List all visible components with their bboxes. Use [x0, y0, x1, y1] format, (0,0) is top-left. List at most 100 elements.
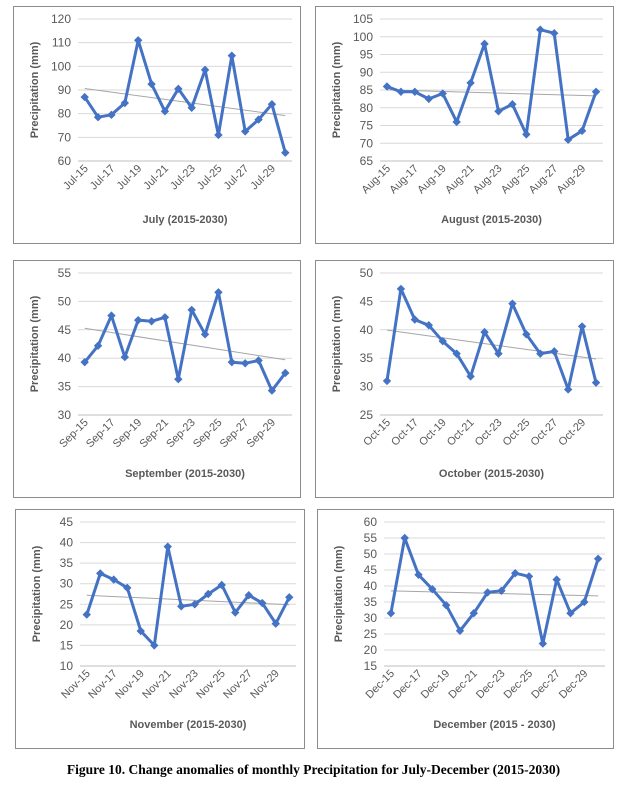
- data-point: [80, 92, 89, 102]
- x-tick-label: Sep-17: [84, 417, 118, 451]
- data-point: [563, 385, 573, 394]
- data-point: [566, 609, 575, 618]
- y-tick-label: 70: [58, 130, 72, 144]
- x-tick-label: Dec-29: [557, 668, 591, 702]
- x-tick-label: Oct-25: [501, 417, 533, 449]
- data-point: [240, 127, 250, 136]
- x-tick-label: Dec-25: [502, 668, 536, 702]
- data-point: [536, 349, 545, 358]
- chart-nov: 1015202530354045Nov-15Nov-17Nov-19Nov-21…: [31, 515, 296, 731]
- data-point: [511, 569, 520, 578]
- chart-jul: 60708090100110120Jul-15Jul-17Jul-19Jul-2…: [29, 12, 292, 226]
- data-point: [187, 103, 196, 112]
- x-tick-label: Dec-21: [446, 668, 480, 702]
- y-tick-label: 55: [58, 266, 72, 280]
- data-point: [120, 98, 130, 108]
- x-tick-label: Sep-23: [164, 417, 198, 451]
- data-point: [187, 305, 196, 315]
- y-axis-title: Precipitation (mm): [31, 545, 43, 642]
- x-tick-label: Dec-17: [391, 668, 425, 702]
- data-point: [424, 321, 433, 330]
- data-point: [552, 575, 561, 584]
- y-tick-label: 75: [360, 119, 374, 133]
- y-tick-label: 25: [364, 627, 378, 641]
- data-point: [133, 36, 143, 45]
- data-point: [382, 376, 392, 386]
- chart-panel-december: 15 20 25 30 35 40 45 50 55 60 Dec-15 Dec-17 Dec-19 De…: [317, 509, 614, 749]
- x-tick-label: Aug-29: [555, 163, 589, 197]
- data-point: [480, 327, 489, 337]
- data-point: [227, 51, 237, 60]
- data-point: [227, 357, 237, 367]
- series-line: [389, 536, 600, 646]
- y-tick-label: 95: [360, 48, 374, 62]
- data-point: [214, 130, 223, 140]
- y-tick-label: 50: [364, 547, 378, 561]
- chart-oct: 253035404550Oct-15Oct-17Oct-19Oct-21Oct-…: [331, 266, 603, 480]
- x-tick-label: Jul-25: [195, 163, 225, 193]
- y-axis-title: Precipitation (mm): [331, 295, 343, 392]
- data-point: [577, 126, 587, 136]
- y-axis-title: Precipitation (mm): [29, 295, 41, 392]
- y-tick-label: 20: [60, 618, 74, 632]
- x-tick-label: Dec-23: [474, 668, 508, 702]
- data-point: [82, 610, 91, 619]
- y-tick-label: 50: [58, 294, 72, 308]
- data-point: [200, 65, 210, 75]
- y-tick-label: 15: [60, 638, 74, 652]
- x-tick-label: Jul-21: [141, 163, 171, 193]
- data-point: [452, 349, 461, 358]
- data-point: [204, 589, 213, 599]
- x-tick-label: Nov-29: [248, 668, 282, 702]
- x-tick-label: Nov-25: [194, 668, 228, 702]
- y-axis-title: Precipitation (mm): [331, 41, 343, 138]
- data-point: [133, 315, 143, 325]
- data-point: [410, 315, 420, 324]
- y-tick-label: 120: [51, 12, 71, 26]
- series-line: [85, 545, 291, 647]
- data-point: [494, 349, 503, 358]
- x-tick-label: Sep-21: [137, 417, 171, 451]
- data-point: [494, 107, 503, 116]
- data-point: [231, 608, 240, 617]
- x-tick-label: Jul-27: [222, 163, 252, 193]
- y-tick-label: 90: [360, 65, 374, 79]
- y-tick-label: 35: [60, 556, 74, 570]
- y-tick-label: 30: [364, 611, 378, 625]
- x-tick-label: Oct-21: [445, 417, 477, 449]
- data-point: [190, 600, 199, 609]
- y-tick-label: 45: [360, 294, 374, 308]
- data-point: [200, 330, 210, 339]
- x-axis-title: December (2015 - 2030): [433, 719, 556, 731]
- x-tick-label: Aug-21: [443, 163, 477, 197]
- data-point: [524, 572, 534, 581]
- data-point: [438, 89, 447, 98]
- data-point: [577, 322, 587, 331]
- data-point: [466, 372, 475, 381]
- data-point: [160, 313, 170, 322]
- series-line: [386, 28, 598, 142]
- data-point: [281, 148, 290, 157]
- trend-line: [84, 87, 286, 117]
- x-axis-title: July (2015-2030): [143, 214, 228, 226]
- x-tick-label: Aug-19: [415, 163, 449, 197]
- data-point: [93, 341, 103, 350]
- series-line: [385, 287, 598, 391]
- chart-panel-november: 10 15 20 25 30 35 40 45 Nov-15 Nov-17 Nov-19 Nov-21…: [15, 509, 305, 749]
- y-tick-label: 45: [58, 323, 72, 337]
- y-tick-label: 30: [58, 408, 72, 422]
- y-tick-label: 10: [60, 659, 74, 673]
- data-point: [396, 284, 406, 294]
- y-tick-label: 80: [58, 107, 72, 121]
- chart-panel-july: 60 70 80 90 100 110 120 Jul-15 Jul-17 Jul-19 Jul-2…: [13, 6, 301, 244]
- x-tick-label: Aug-25: [499, 163, 533, 197]
- x-tick-label: Sep-27: [218, 417, 252, 451]
- y-tick-label: 20: [364, 643, 378, 657]
- data-point: [593, 554, 603, 563]
- data-point: [438, 336, 447, 346]
- chart-sep: 303540455055Sep-15Sep-17Sep-19Sep-21Sep-…: [29, 266, 292, 480]
- data-point: [174, 375, 183, 384]
- data-point: [424, 94, 433, 104]
- data-point: [522, 130, 531, 139]
- data-point: [267, 386, 277, 395]
